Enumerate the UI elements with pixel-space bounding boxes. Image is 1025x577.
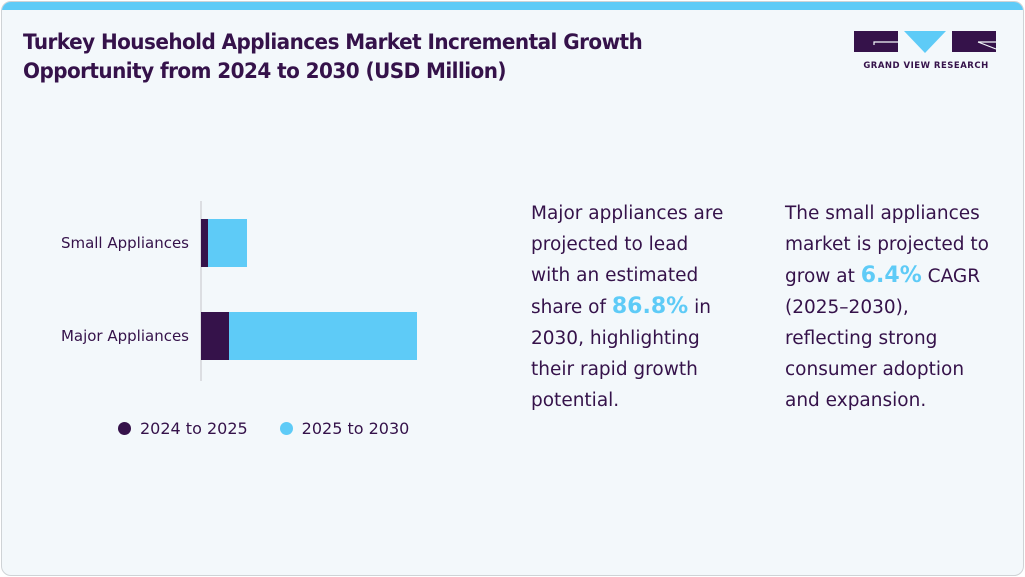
- insight-text: Major appliances are projected to lead w…: [531, 203, 724, 318]
- top-accent-bar: [2, 2, 1023, 10]
- legend-item-2025-2030: 2025 to 2030: [279, 419, 410, 438]
- page-title: Turkey Household Appliances Market Incre…: [23, 30, 643, 84]
- category-label: Small Appliances: [61, 234, 189, 252]
- insight-highlight-cagr: 6.4%: [860, 263, 922, 288]
- insight-text: CAGR (2025–2030), reflecting strong cons…: [785, 266, 981, 411]
- bar-major-appliances-2024-to-2025: [201, 312, 229, 360]
- insight-major-appliances: Major appliances are projected to lead w…: [531, 198, 731, 416]
- category-label: Major Appliances: [61, 327, 189, 345]
- stacked-bar-chart: Small Appliances Major Appliances: [61, 201, 417, 381]
- legend-label: 2024 to 2025: [140, 419, 248, 438]
- legend-dot-icon: [118, 422, 131, 435]
- bar-small-appliances-2025-to-2030: [208, 219, 247, 267]
- insight-small-appliances: The small appliances market is projected…: [785, 198, 995, 416]
- bar-small-appliances-2024-to-2025: [201, 219, 208, 267]
- legend-item-2024-2025: 2024 to 2025: [118, 419, 248, 438]
- legend-label: 2025 to 2030: [301, 419, 410, 438]
- logo-text: GRAND VIEW RESEARCH: [863, 61, 989, 71]
- insight-highlight-share: 86.8%: [611, 294, 689, 319]
- gvr-logo-icon: [854, 31, 997, 53]
- insight-text: The small appliances market is projected…: [785, 203, 989, 287]
- legend-dot-icon: [279, 422, 293, 435]
- chart-legend: 2024 to 2025 2025 to 2030: [118, 419, 441, 438]
- insight-text: in 2030, highlighting their rapid growth…: [531, 297, 711, 411]
- grand-view-research-logo: GRAND VIEW RESEARCH: [854, 30, 998, 74]
- bar-major-appliances-2025-to-2030: [229, 312, 417, 360]
